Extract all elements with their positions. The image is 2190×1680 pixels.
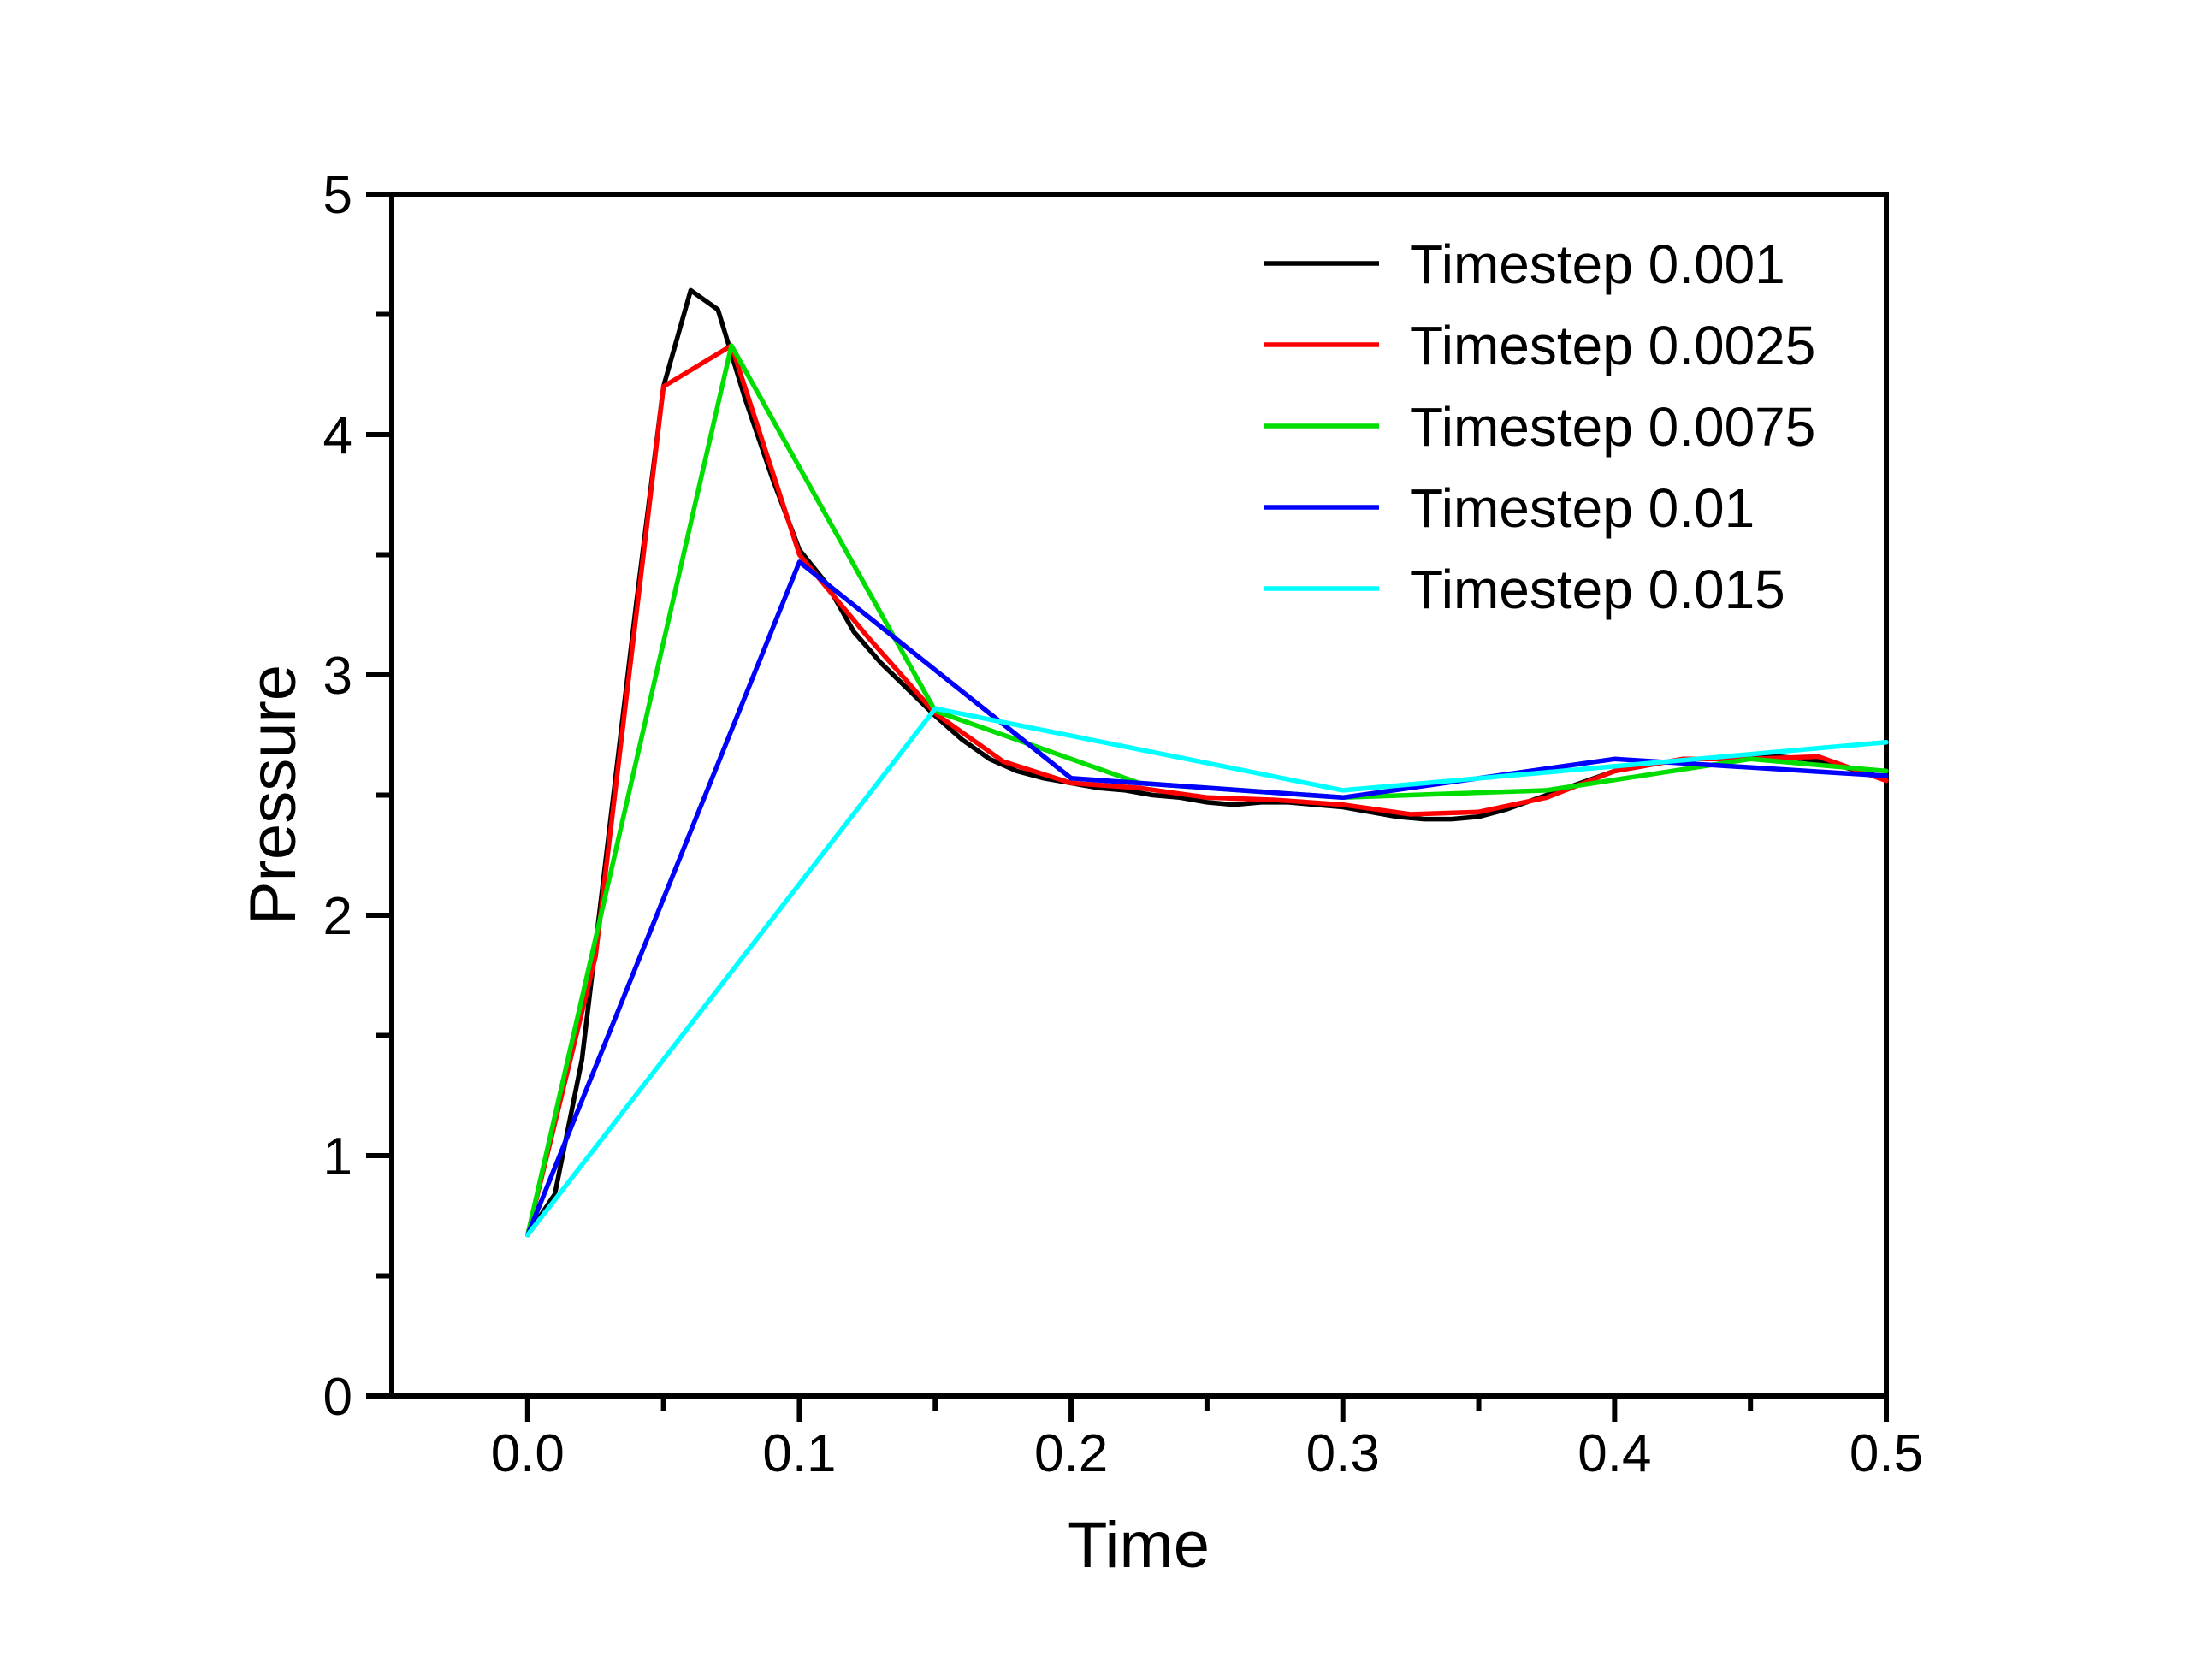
legend-label: Timestep 0.0025 xyxy=(1410,315,1815,376)
y-axis-title: Pressure xyxy=(237,665,310,925)
series-line-timestep-0-01 xyxy=(525,559,1889,1238)
y-tick-label: 2 xyxy=(323,887,352,946)
legend-label: Timestep 0.001 xyxy=(1410,234,1785,295)
legend-label: Timestep 0.01 xyxy=(1410,477,1755,539)
x-tick-label: 0.3 xyxy=(1306,1424,1380,1483)
series-line-timestep-0-015 xyxy=(525,706,1889,1238)
legend-label: Timestep 0.015 xyxy=(1410,559,1785,620)
legend-label: Timestep 0.0075 xyxy=(1410,396,1815,458)
x-axis-title: Time xyxy=(1068,1509,1210,1582)
x-tick-label: 0.1 xyxy=(762,1424,836,1483)
data-series xyxy=(525,287,1889,1238)
y-tick-label: 0 xyxy=(323,1368,352,1427)
y-tick-label: 4 xyxy=(323,406,352,465)
x-tick-label: 0.5 xyxy=(1850,1424,1923,1483)
y-tick-label: 1 xyxy=(323,1127,352,1186)
axis-ticks: 0.0 0.1 0.2 0.3 0.4 0.5 0 1 2 3 4 5 xyxy=(323,166,1924,1483)
x-tick-label: 0.2 xyxy=(1034,1424,1108,1483)
y-tick-label: 5 xyxy=(323,166,352,225)
x-tick-label: 0.4 xyxy=(1577,1424,1651,1483)
legend: Timestep 0.001 Timestep 0.0025 Timestep 0.… xyxy=(1264,234,1815,620)
y-tick-label: 3 xyxy=(323,647,352,706)
x-tick-label: 0.0 xyxy=(491,1424,565,1483)
